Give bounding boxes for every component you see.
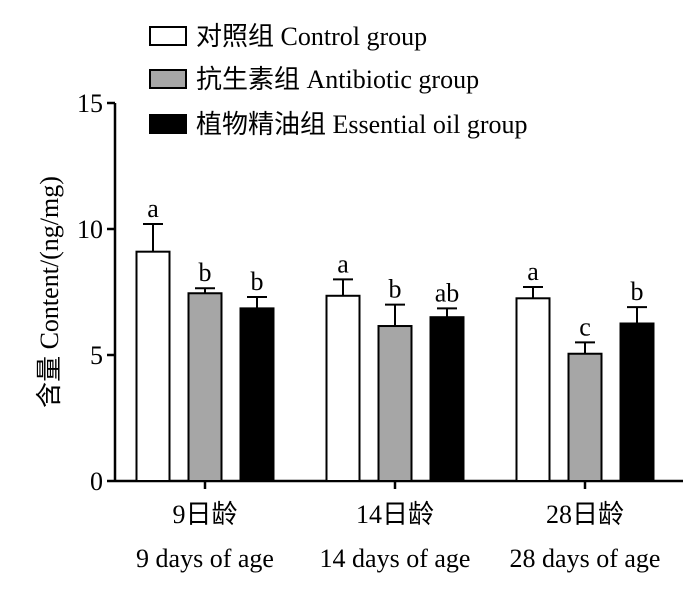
significance-letter: a [527,257,539,286]
x-tick-label-zh: 28日龄 [546,500,624,529]
bar [239,307,275,482]
significance-letter: a [337,249,349,278]
legend: 对照组 Control group 抗生素组 Antibiotic group 植物… [149,22,527,139]
significance-letter: ab [435,278,460,307]
y-axis-label: 含量 Content/(ng/mg) [35,176,64,408]
legend-label: 对照组 Control group [196,22,427,51]
bar [619,322,655,482]
legend-label: 植物精油组 Essential oil group [196,110,527,139]
x-tick-label-zh: 9日龄 [172,500,237,529]
bar [325,294,361,482]
y-tick-label: 5 [90,341,103,370]
y-tick-label: 10 [77,215,103,244]
bar [429,316,465,483]
legend-swatch [149,114,187,134]
x-tick-label-en: 14 days of age [320,544,471,573]
bar [187,292,223,483]
significance-letter: c [579,312,591,341]
significance-letter: a [147,194,159,223]
bar [567,352,603,482]
legend-swatch [149,26,187,46]
bar [515,297,551,482]
y-axis: 0 5 10 15 [77,89,117,496]
significance-letter: b [631,277,644,306]
significance-letter: b [251,267,264,296]
significance-letter: b [389,275,402,304]
y-tick-label: 0 [90,467,103,496]
x-tick-label-en: 28 days of age [510,544,661,573]
significance-letter: b [199,258,212,287]
legend-swatch [149,69,187,89]
bar [135,250,171,482]
y-tick-label: 15 [77,89,103,118]
legend-label: 抗生素组 Antibiotic group [196,65,479,94]
x-axis: 9日龄 9 days of age 14日龄 14 days of age 28日龄 28… [115,479,683,573]
x-tick-label-en: 9 days of age [136,544,274,573]
x-tick-label-zh: 14日龄 [356,500,434,529]
bar [377,325,413,482]
